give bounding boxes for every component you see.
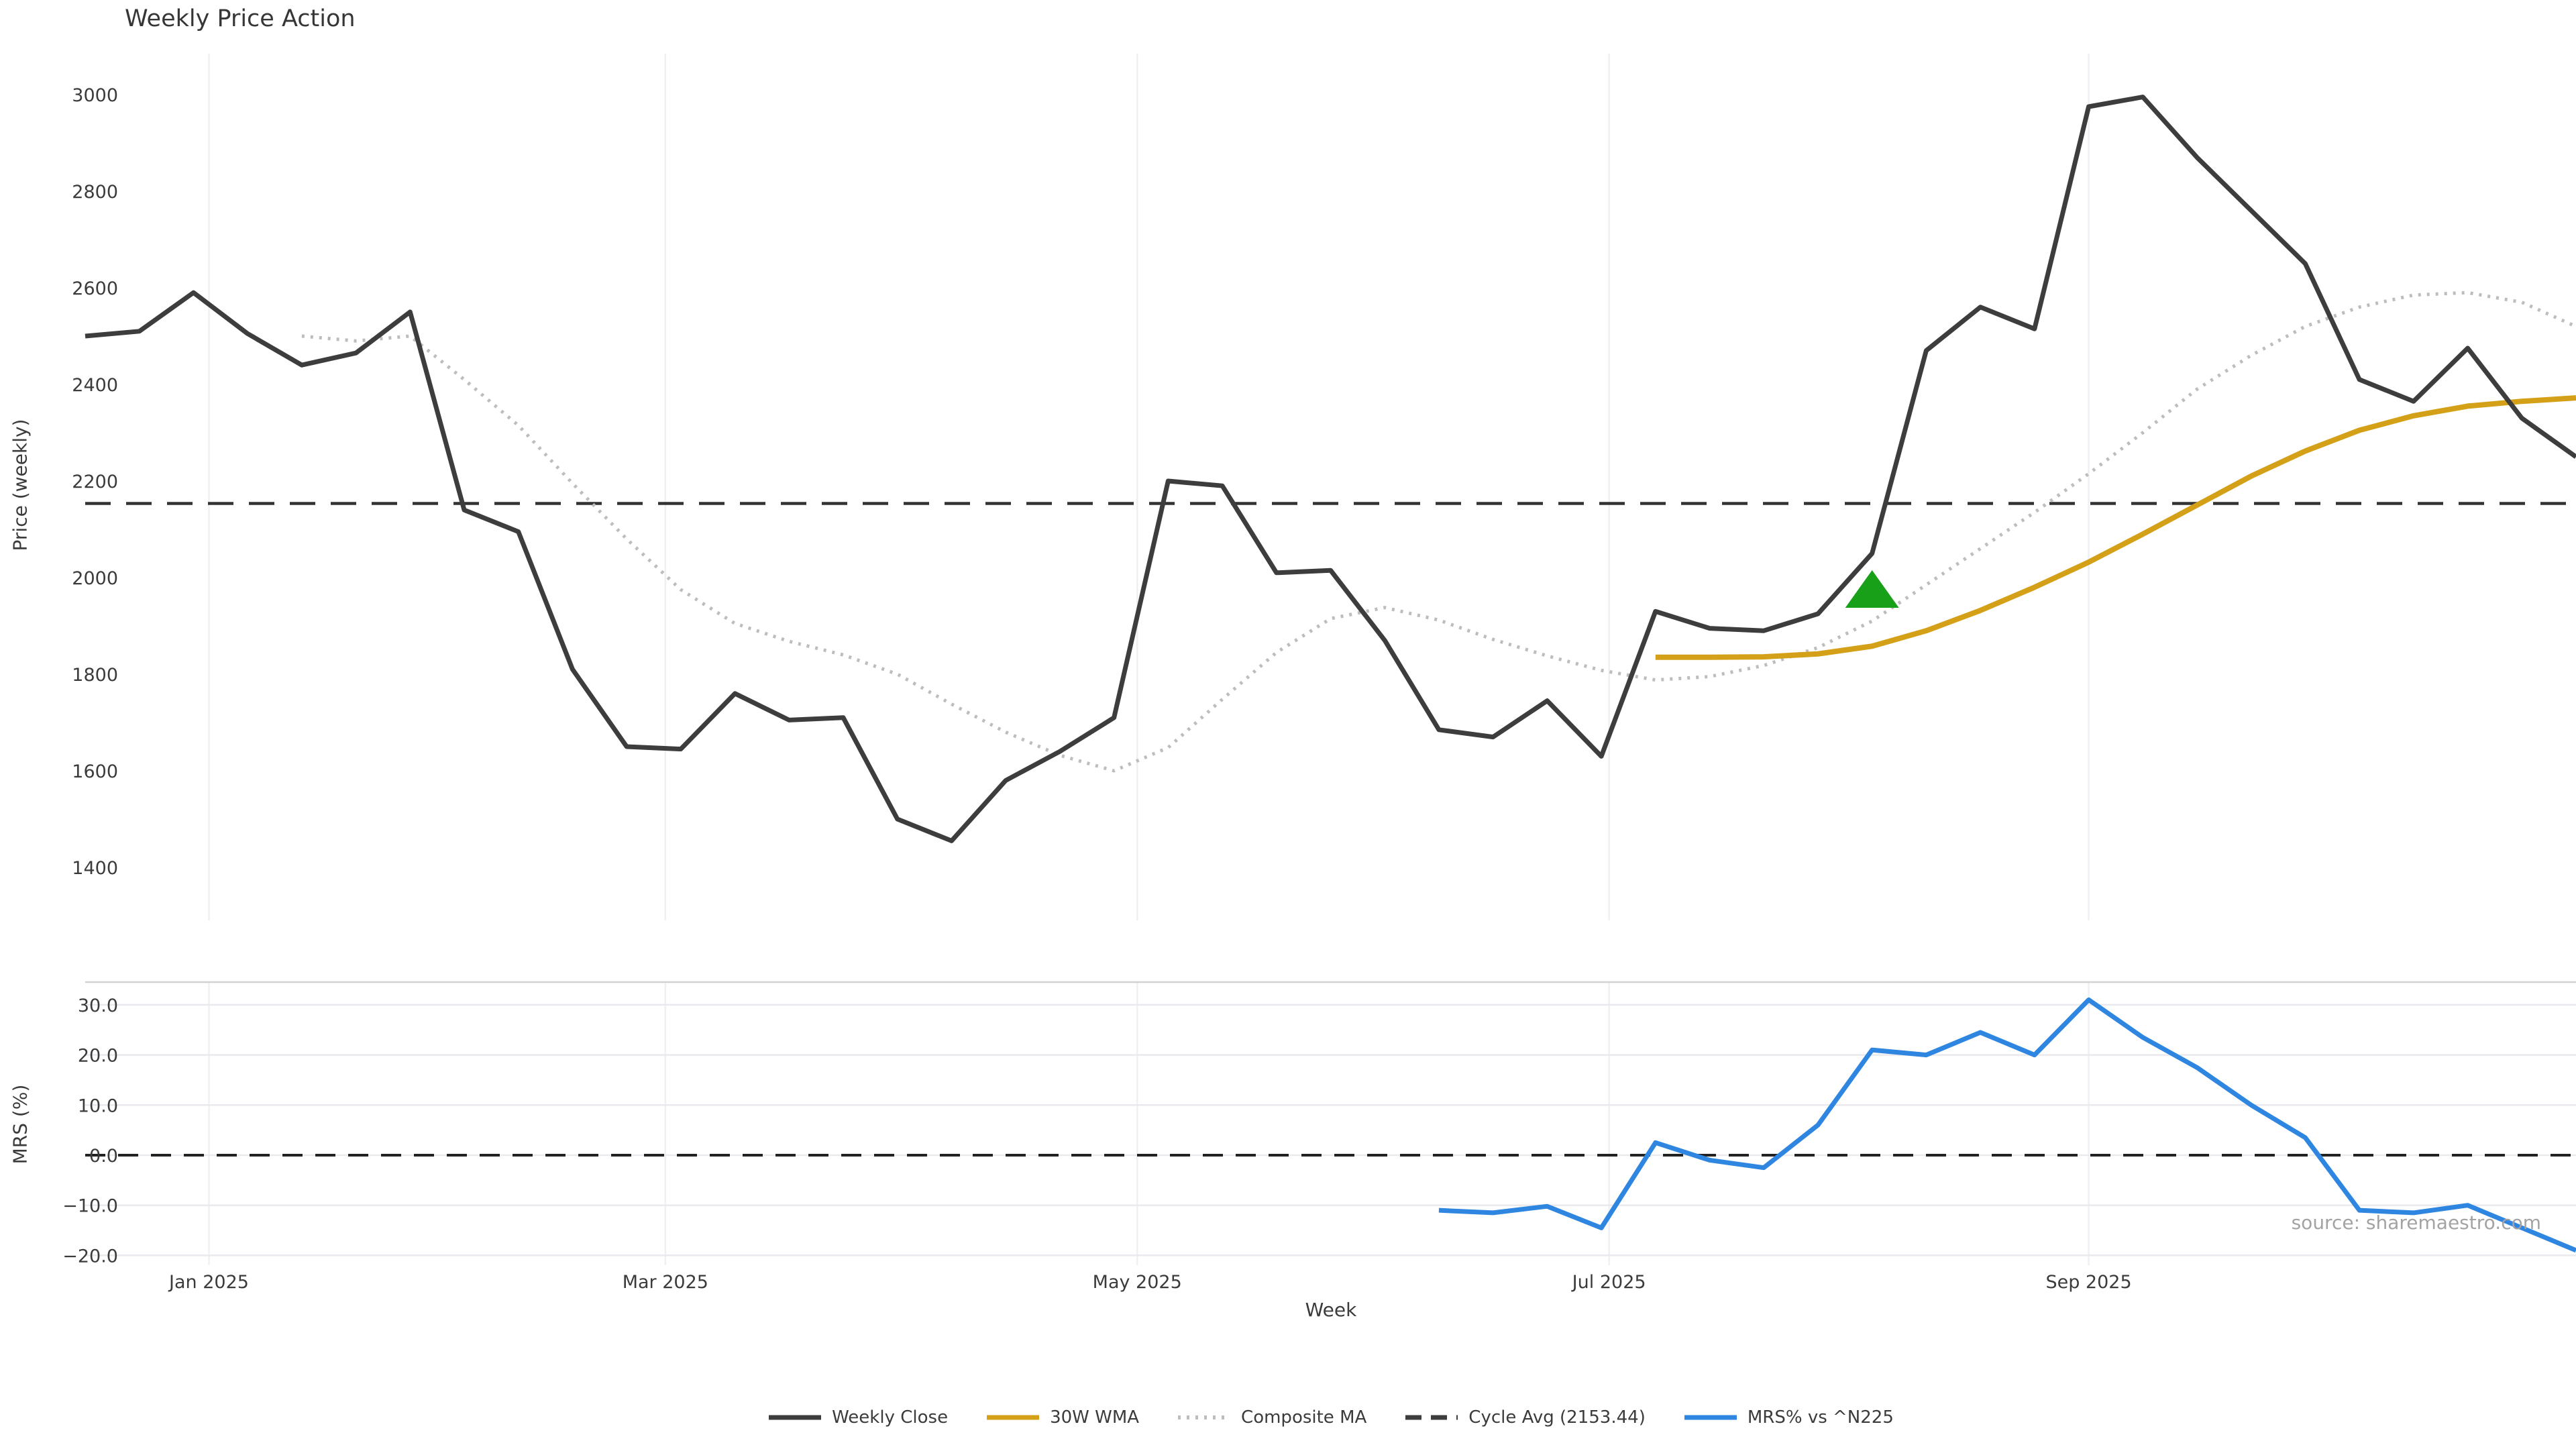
wma-30w-line (1655, 395, 2576, 660)
price-tick-label: 1400 (72, 858, 118, 879)
x-tick-label: Mar 2025 (623, 1272, 708, 1293)
x-tick-label: May 2025 (1093, 1272, 1182, 1293)
week-axis-label: Week (1305, 1299, 1357, 1321)
legend-item: Composite MA (1177, 1407, 1366, 1428)
legend-label: 30W WMA (1050, 1407, 1140, 1428)
price-tick-label: 2200 (72, 472, 118, 492)
legend-line-sample (1405, 1415, 1458, 1420)
mrs-tick-label: 0.0 (89, 1146, 118, 1167)
legend-label: Weekly Close (832, 1407, 949, 1428)
legend-label: MRS% vs ^N225 (1747, 1407, 1894, 1428)
legend-item: 30W WMA (985, 1407, 1139, 1428)
price-axis-label: Price (weekly) (9, 419, 32, 551)
chart-title: Weekly Price Action (125, 5, 356, 32)
weekly-close-line (85, 95, 2576, 843)
price-tick-label: 3000 (72, 85, 118, 106)
source-note: source: sharemaestro.com (2291, 1212, 2541, 1234)
mrs-tick-label: 10.0 (78, 1095, 118, 1116)
composite-ma-line (301, 290, 2576, 773)
legend-item: Weekly Close (767, 1407, 948, 1428)
legend-line-sample (1178, 1415, 1231, 1419)
legend-line-sample (769, 1415, 822, 1420)
x-tick-label: Jan 2025 (168, 1272, 249, 1293)
price-tick-label: 1800 (72, 665, 118, 686)
price-tick-label: 2000 (72, 568, 118, 589)
x-tick-label: Sep 2025 (2045, 1272, 2131, 1293)
mrs-line (1438, 997, 2576, 1253)
price-tick-label: 2800 (72, 182, 118, 203)
buy-signal-marker (1845, 570, 1899, 608)
legend-line-sample (987, 1415, 1040, 1420)
price-tick-label: 1600 (72, 761, 118, 782)
mrs-tick-label: −20.0 (62, 1246, 118, 1267)
legend: Weekly Close 30W WMA Composite MA Cycle Avg… (85, 1407, 2576, 1428)
price-tick-label: 2600 (72, 278, 118, 299)
legend-item: Cycle Avg (2153.44) (1404, 1407, 1646, 1428)
mrs-tick-label: 20.0 (78, 1046, 118, 1067)
x-tick-label: Jul 2025 (1571, 1272, 1646, 1293)
legend-item: MRS% vs ^N225 (1683, 1407, 1894, 1428)
mrs-axis-label: MRS (%) (9, 1084, 32, 1165)
price-tick-label: 2400 (72, 375, 118, 396)
mrs-tick-label: −10.0 (62, 1196, 118, 1217)
legend-line-sample (1684, 1415, 1737, 1420)
legend-label: Cycle Avg (2153.44) (1468, 1407, 1646, 1428)
legend-label: Composite MA (1241, 1407, 1367, 1428)
mrs-tick-label: 30.0 (78, 996, 118, 1016)
